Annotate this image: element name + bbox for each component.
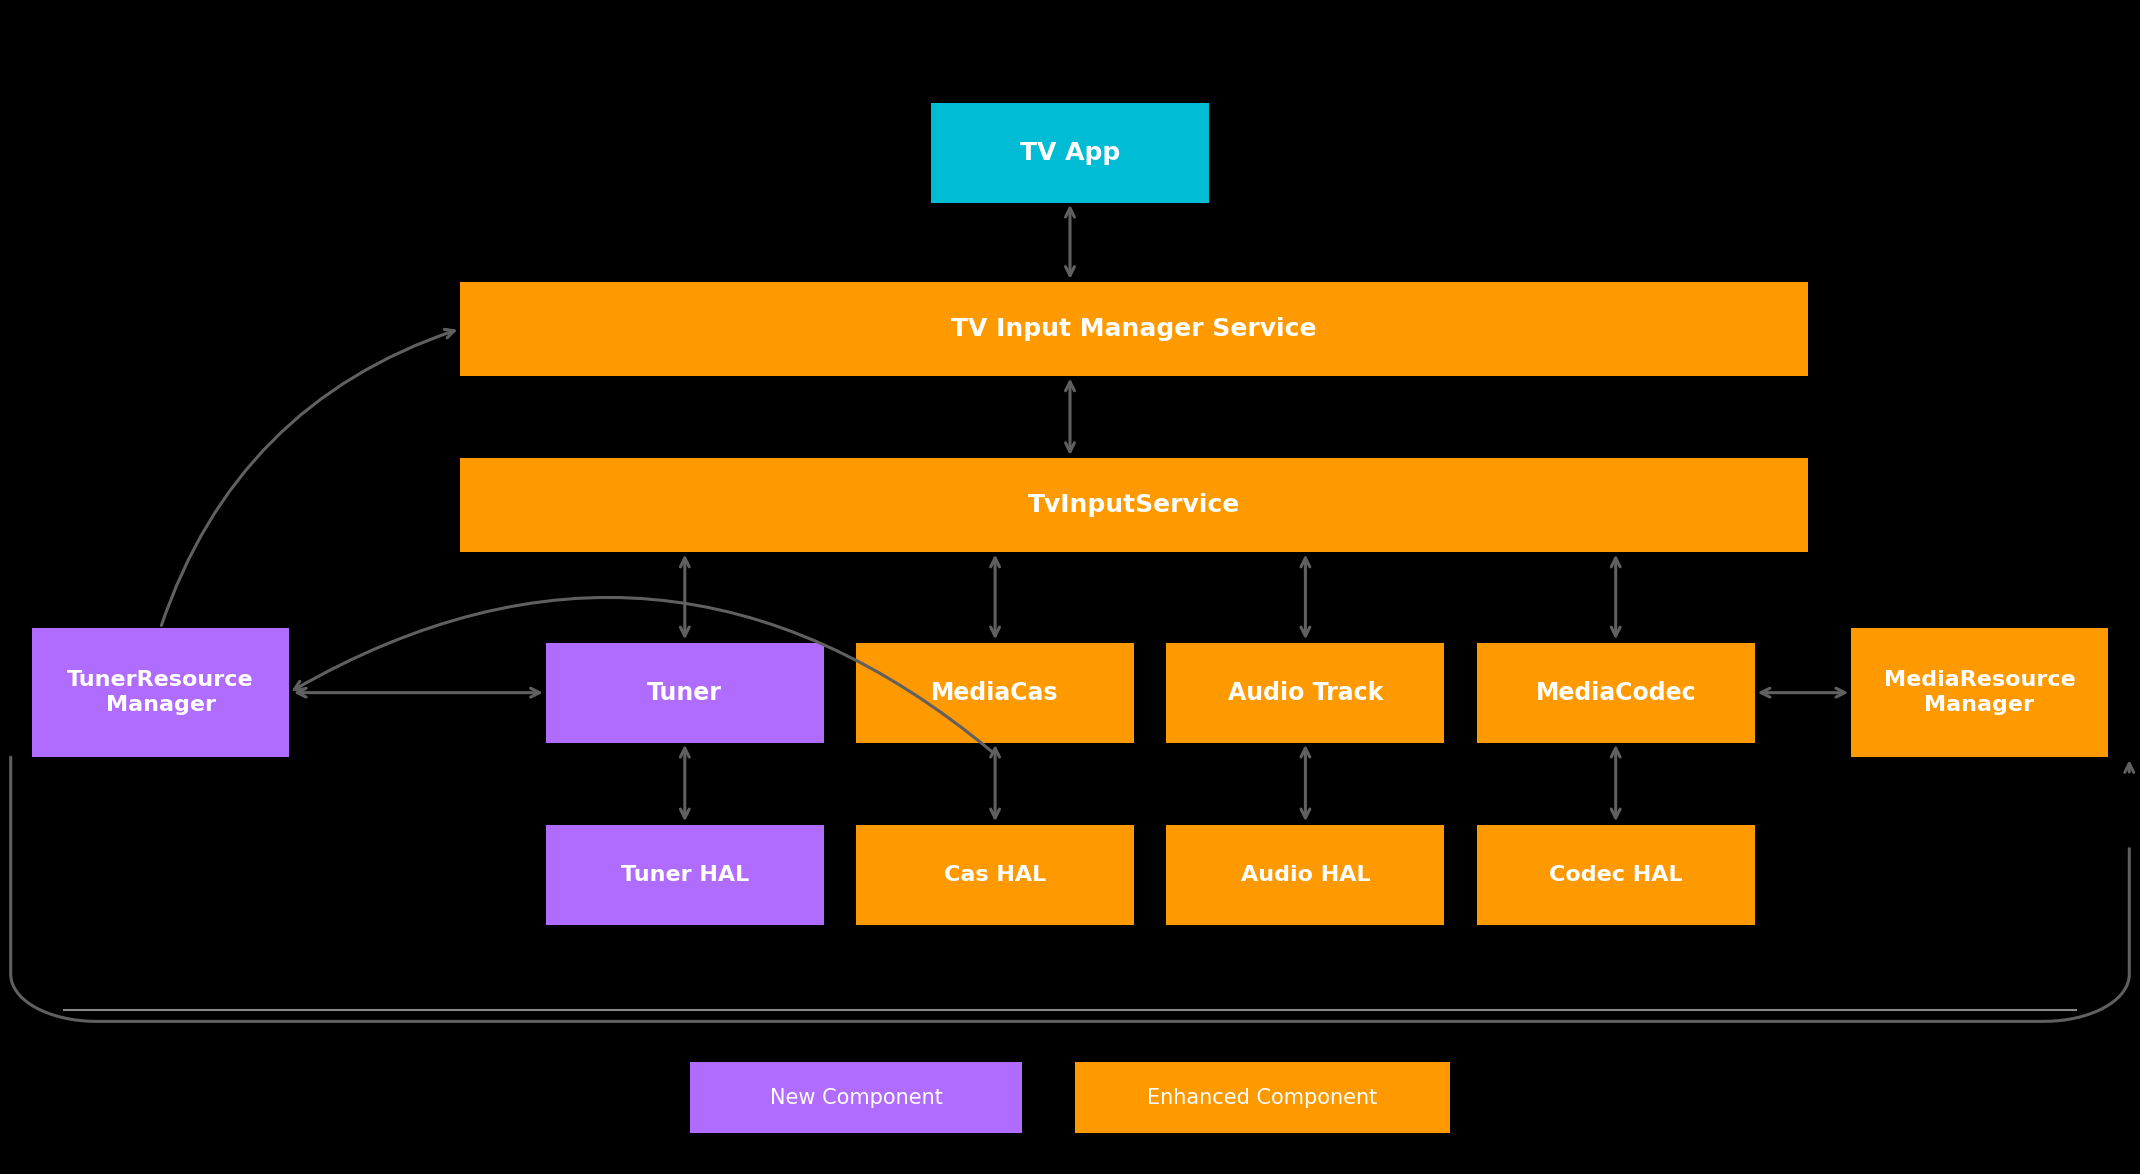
Text: MediaCas: MediaCas (931, 681, 1059, 704)
Text: New Component: New Component (770, 1087, 942, 1108)
FancyBboxPatch shape (460, 282, 1808, 376)
FancyBboxPatch shape (931, 103, 1209, 203)
Text: TunerResource
Manager: TunerResource Manager (66, 670, 255, 715)
Text: TV App: TV App (1021, 141, 1119, 164)
Text: Audio Track: Audio Track (1228, 681, 1382, 704)
Text: Tuner: Tuner (648, 681, 721, 704)
FancyBboxPatch shape (546, 643, 824, 743)
FancyBboxPatch shape (32, 628, 289, 757)
FancyBboxPatch shape (1477, 825, 1755, 925)
Text: TvInputService: TvInputService (1027, 493, 1241, 517)
Text: Tuner HAL: Tuner HAL (621, 864, 749, 885)
FancyBboxPatch shape (1851, 628, 2108, 757)
Text: Audio HAL: Audio HAL (1241, 864, 1370, 885)
Text: Codec HAL: Codec HAL (1549, 864, 1682, 885)
FancyBboxPatch shape (1477, 643, 1755, 743)
FancyBboxPatch shape (1166, 825, 1445, 925)
FancyBboxPatch shape (1166, 643, 1445, 743)
FancyBboxPatch shape (546, 825, 824, 925)
FancyBboxPatch shape (689, 1062, 1023, 1133)
FancyBboxPatch shape (856, 643, 1134, 743)
Text: Cas HAL: Cas HAL (944, 864, 1046, 885)
Text: TV Input Manager Service: TV Input Manager Service (952, 317, 1316, 340)
FancyBboxPatch shape (460, 458, 1808, 552)
FancyBboxPatch shape (856, 825, 1134, 925)
Text: MediaCodec: MediaCodec (1534, 681, 1697, 704)
FancyBboxPatch shape (1074, 1062, 1451, 1133)
Text: Enhanced Component: Enhanced Component (1147, 1087, 1378, 1108)
Text: MediaResource
Manager: MediaResource Manager (1883, 670, 2076, 715)
